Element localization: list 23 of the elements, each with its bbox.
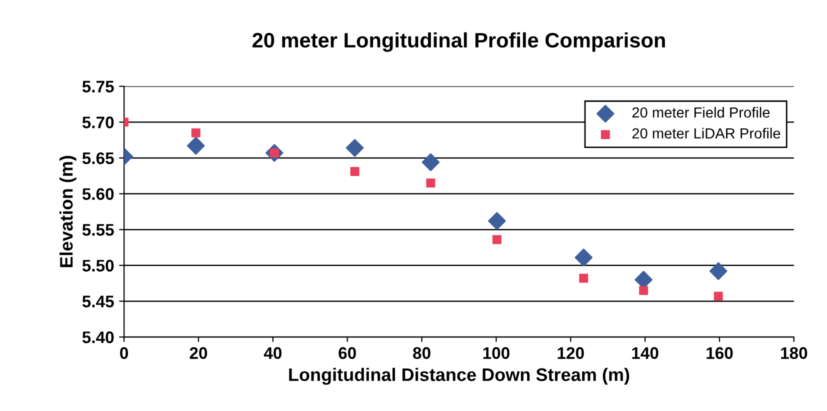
x-tick-label: 160 xyxy=(706,347,733,359)
y-tick-label: 5.70 xyxy=(82,116,114,128)
x-tick-label: 180 xyxy=(781,347,808,359)
x-tick-label: 80 xyxy=(413,347,430,359)
chart-title: 20 meter Longitudinal Profile Comparison xyxy=(252,32,665,52)
x-tick-label: 0 xyxy=(120,347,128,359)
legend-label: 20 meter LiDAR Profile xyxy=(632,128,780,139)
y-axis-title: Elevation (m) xyxy=(60,156,76,268)
y-tick-label: 5.50 xyxy=(82,260,114,272)
y-tick-label: 5.40 xyxy=(82,331,114,344)
y-tick-label: 5.65 xyxy=(82,152,114,164)
x-axis-title: Longitudinal Distance Down Stream (m) xyxy=(289,368,630,385)
y-tick-label: 5.45 xyxy=(82,296,114,308)
y-tick-label: 5.60 xyxy=(82,188,114,200)
x-tick-label: 140 xyxy=(632,347,658,359)
legend-label: 20 meter Field Profile xyxy=(632,106,770,118)
x-tick-label: 60 xyxy=(338,347,356,359)
y-tick-label: 5.75 xyxy=(82,80,114,93)
x-tick-label: 100 xyxy=(483,347,510,359)
y-tick-label: 5.55 xyxy=(82,224,114,236)
x-tick-label: 20 xyxy=(190,347,208,359)
x-tick-label: 120 xyxy=(558,347,584,359)
x-tick-label: 40 xyxy=(264,347,282,359)
